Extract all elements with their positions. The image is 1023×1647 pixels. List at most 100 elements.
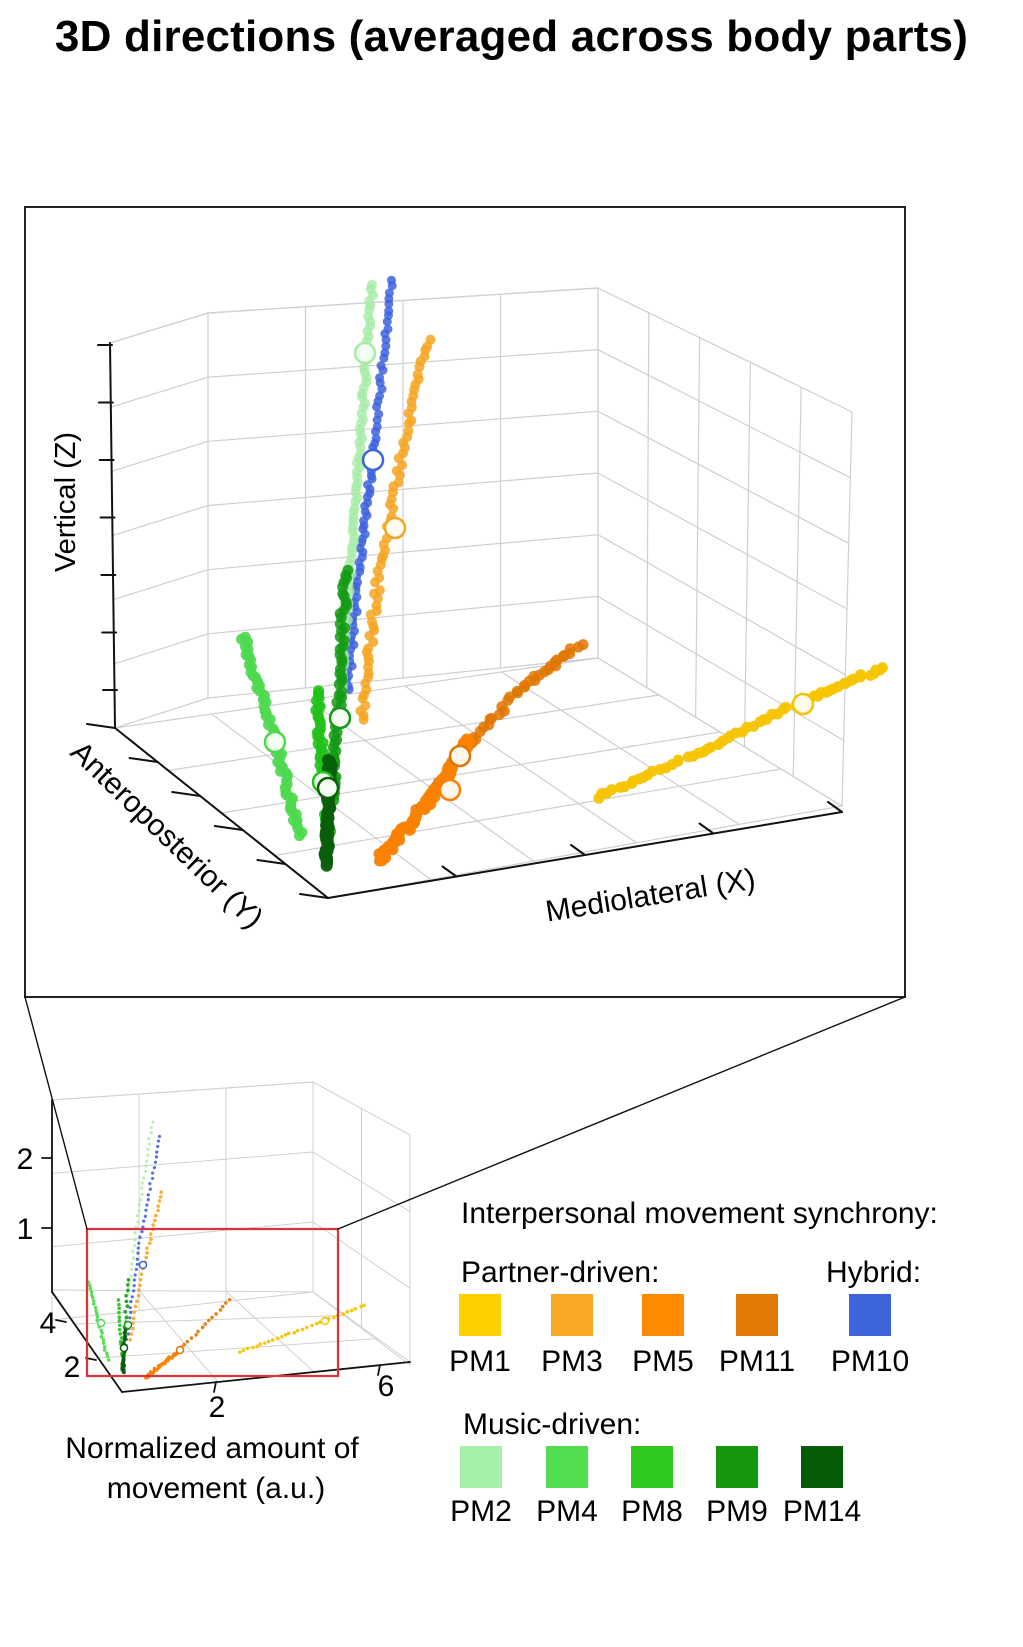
data-point	[384, 288, 394, 298]
data-point	[119, 1336, 124, 1340]
grid-line	[113, 633, 209, 665]
grid-line	[207, 595, 599, 635]
data-point	[133, 1237, 137, 1242]
data-point	[134, 1267, 138, 1272]
data-point	[375, 391, 385, 401]
legend-label-pm3: PM3	[541, 1345, 603, 1378]
data-point	[132, 1310, 137, 1314]
data-point	[126, 1278, 131, 1282]
data-point	[151, 1223, 155, 1227]
data-point	[106, 1358, 111, 1362]
data-point	[146, 1136, 151, 1141]
data-point	[349, 1308, 354, 1313]
data-point	[189, 1336, 194, 1340]
data-point	[577, 639, 589, 651]
main-grid	[109, 287, 853, 899]
grid-line	[404, 685, 638, 844]
y-axis-tick	[213, 825, 244, 831]
data-point	[128, 1337, 132, 1342]
data-point	[139, 1272, 144, 1276]
grid-line	[167, 694, 660, 772]
grid-line	[207, 534, 599, 571]
data-point	[148, 1181, 152, 1186]
data-point	[403, 425, 414, 436]
data-point	[144, 1255, 148, 1260]
data-point	[124, 1299, 129, 1304]
data-point	[238, 1350, 242, 1354]
y-axis-tick	[128, 757, 159, 763]
data-point	[304, 1325, 309, 1330]
data-point	[156, 1204, 160, 1208]
data-point	[320, 859, 333, 872]
grid-line	[792, 386, 802, 778]
data-point	[149, 1237, 153, 1242]
legend-swatch-pm10	[849, 1294, 891, 1336]
grid-line	[743, 361, 752, 748]
data-point	[224, 1301, 228, 1305]
data-point	[780, 701, 792, 713]
data-point	[99, 1334, 104, 1339]
y-axis-tick	[256, 859, 287, 865]
mean-marker-pm2	[353, 341, 377, 365]
x-axis-tick	[827, 801, 843, 813]
legend-label-pm2: PM2	[450, 1495, 512, 1528]
data-point	[135, 1257, 139, 1261]
data-point	[280, 1334, 284, 1339]
series-pm5	[144, 1348, 183, 1380]
zoom-region-box	[85, 1227, 340, 1378]
grid-line	[51, 1151, 314, 1174]
data-point	[218, 1308, 223, 1312]
grid-line	[312, 1221, 411, 1289]
data-point	[154, 1213, 158, 1218]
data-point	[140, 1181, 144, 1185]
data-point	[156, 1139, 161, 1143]
data-point	[140, 1186, 144, 1190]
data-point	[159, 1362, 164, 1367]
data-point	[133, 1244, 137, 1248]
data-point	[88, 1286, 93, 1291]
data-point	[93, 1305, 98, 1310]
data-point	[124, 1293, 128, 1298]
data-point	[157, 1199, 162, 1203]
grid-line	[112, 569, 209, 601]
data-point	[300, 1327, 305, 1332]
data-point	[214, 1312, 218, 1316]
data-point	[128, 1305, 132, 1310]
data-point	[129, 1299, 133, 1304]
data-point	[150, 1176, 155, 1181]
data-point	[142, 1176, 146, 1180]
legend-label-pm14: PM14	[782, 1495, 862, 1528]
grid-line	[312, 1081, 411, 1136]
label-line: movement (a.u.)	[107, 1472, 325, 1505]
data-point	[131, 1316, 136, 1321]
data-point	[116, 1298, 121, 1302]
zoom-connector-line	[24, 996, 88, 1230]
data-point	[380, 348, 390, 358]
grid-line	[694, 337, 701, 718]
data-point	[117, 1323, 122, 1328]
data-point	[166, 1356, 171, 1361]
data-point	[145, 1203, 149, 1207]
y-axis-tick	[299, 893, 329, 899]
grid-line	[597, 287, 853, 413]
data-point	[125, 1304, 130, 1308]
label-line: Normalized amount of	[65, 1432, 359, 1465]
data-point	[130, 1295, 134, 1299]
data-point	[136, 1293, 141, 1298]
data-point	[255, 1344, 260, 1349]
legend-swatch-pm11	[736, 1294, 778, 1336]
grid-line	[597, 349, 851, 479]
data-point	[292, 1330, 297, 1335]
main-axes	[86, 342, 843, 899]
legend-swatch-pm1	[459, 1294, 501, 1336]
data-point	[460, 733, 473, 746]
data-point	[137, 1203, 142, 1207]
data-point	[117, 1315, 122, 1319]
data-point	[153, 1160, 158, 1164]
legend-swatch-pm4	[546, 1446, 588, 1488]
legend-label-pm11: PM11	[718, 1345, 796, 1378]
grid-line	[500, 671, 740, 826]
overview-x-axis-label: Normalized amount of movement (a.u.)	[65, 1432, 359, 1505]
data-point	[386, 275, 396, 285]
grid-line	[597, 410, 850, 544]
